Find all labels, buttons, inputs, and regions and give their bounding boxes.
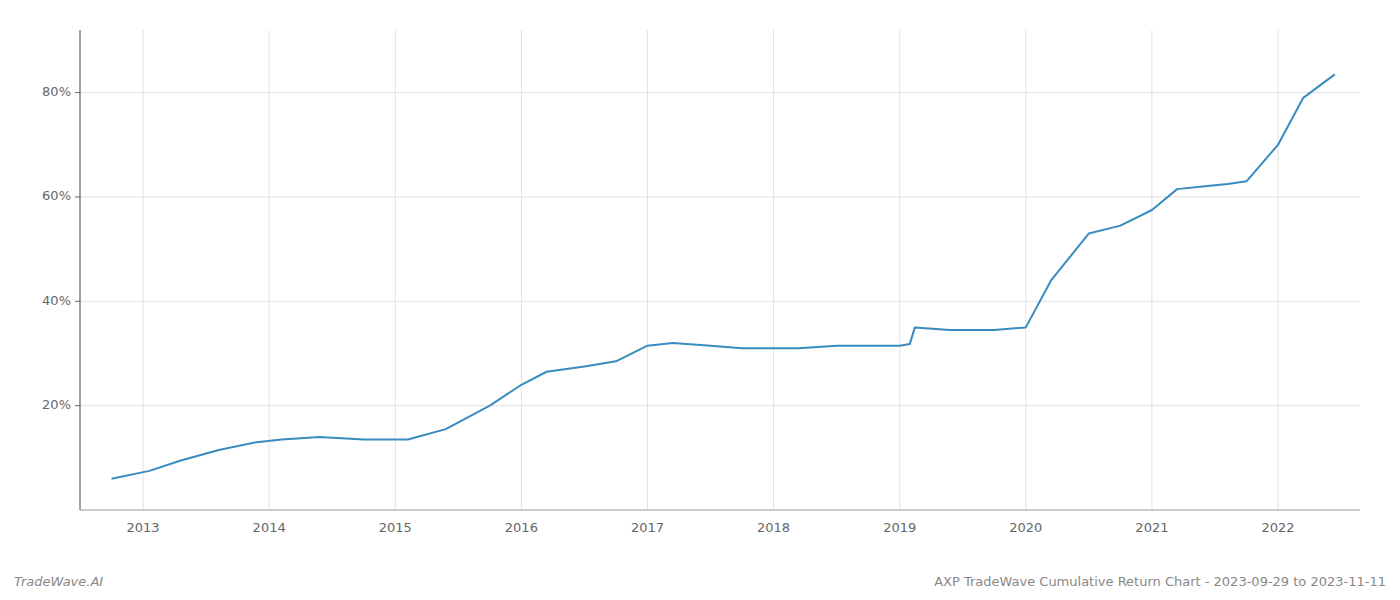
axis-y — [80, 30, 81, 510]
chart: 20% 40% 60% 80% 2013 2014 2015 2016 2017 2018 2019… — [0, 0, 1400, 600]
grid-line-x — [521, 30, 522, 510]
tick-y — [75, 196, 80, 197]
tick-label-x: 2018 — [757, 520, 790, 535]
grid-line-y — [80, 92, 1360, 93]
grid-line-x — [1278, 30, 1279, 510]
grid-line-x — [1025, 30, 1026, 510]
line — [112, 74, 1335, 478]
grid-line-x — [773, 30, 774, 510]
tick-y — [75, 92, 80, 93]
tick-label-x: 2015 — [379, 520, 412, 535]
tick-label-y: 40% — [42, 293, 71, 308]
tick-label-x: 2021 — [1135, 520, 1168, 535]
plot-area — [112, 74, 1335, 478]
axes: 20% 40% 60% 80% 2013 2014 2015 2016 2017 2018 2019… — [42, 30, 1360, 535]
grid-line-x — [899, 30, 900, 510]
chart-container: 20% 40% 60% 80% 2013 2014 2015 2016 2017 2018 2019… — [0, 0, 1400, 600]
tick-label-x: 2017 — [631, 520, 664, 535]
tick-label-x: 2013 — [127, 520, 160, 535]
title: AXP TradeWave Cumulative Return Chart - … — [934, 574, 1386, 589]
tick-label-x: 2016 — [505, 520, 538, 535]
tick-label-x: 2022 — [1261, 520, 1294, 535]
tick-y — [75, 301, 80, 302]
grid-line-x — [395, 30, 396, 510]
tick-label-y: 80% — [42, 84, 71, 99]
grid-line-x — [143, 30, 144, 510]
grid-line-x — [1151, 30, 1152, 510]
grid-line-y — [80, 301, 1360, 302]
watermark: TradeWave.AI — [14, 574, 103, 589]
grid-line-x — [647, 30, 648, 510]
tick-label-y: 60% — [42, 188, 71, 203]
grid-line-x — [269, 30, 270, 510]
tick-label-x: 2020 — [1009, 520, 1042, 535]
grid — [80, 30, 1360, 510]
tick-label-x: 2019 — [883, 520, 916, 535]
axis-x — [80, 510, 1360, 511]
tick-label-x: 2014 — [253, 520, 286, 535]
tick-label-y: 20% — [42, 397, 71, 412]
grid-line-y — [80, 405, 1360, 406]
tick-y — [75, 405, 80, 406]
